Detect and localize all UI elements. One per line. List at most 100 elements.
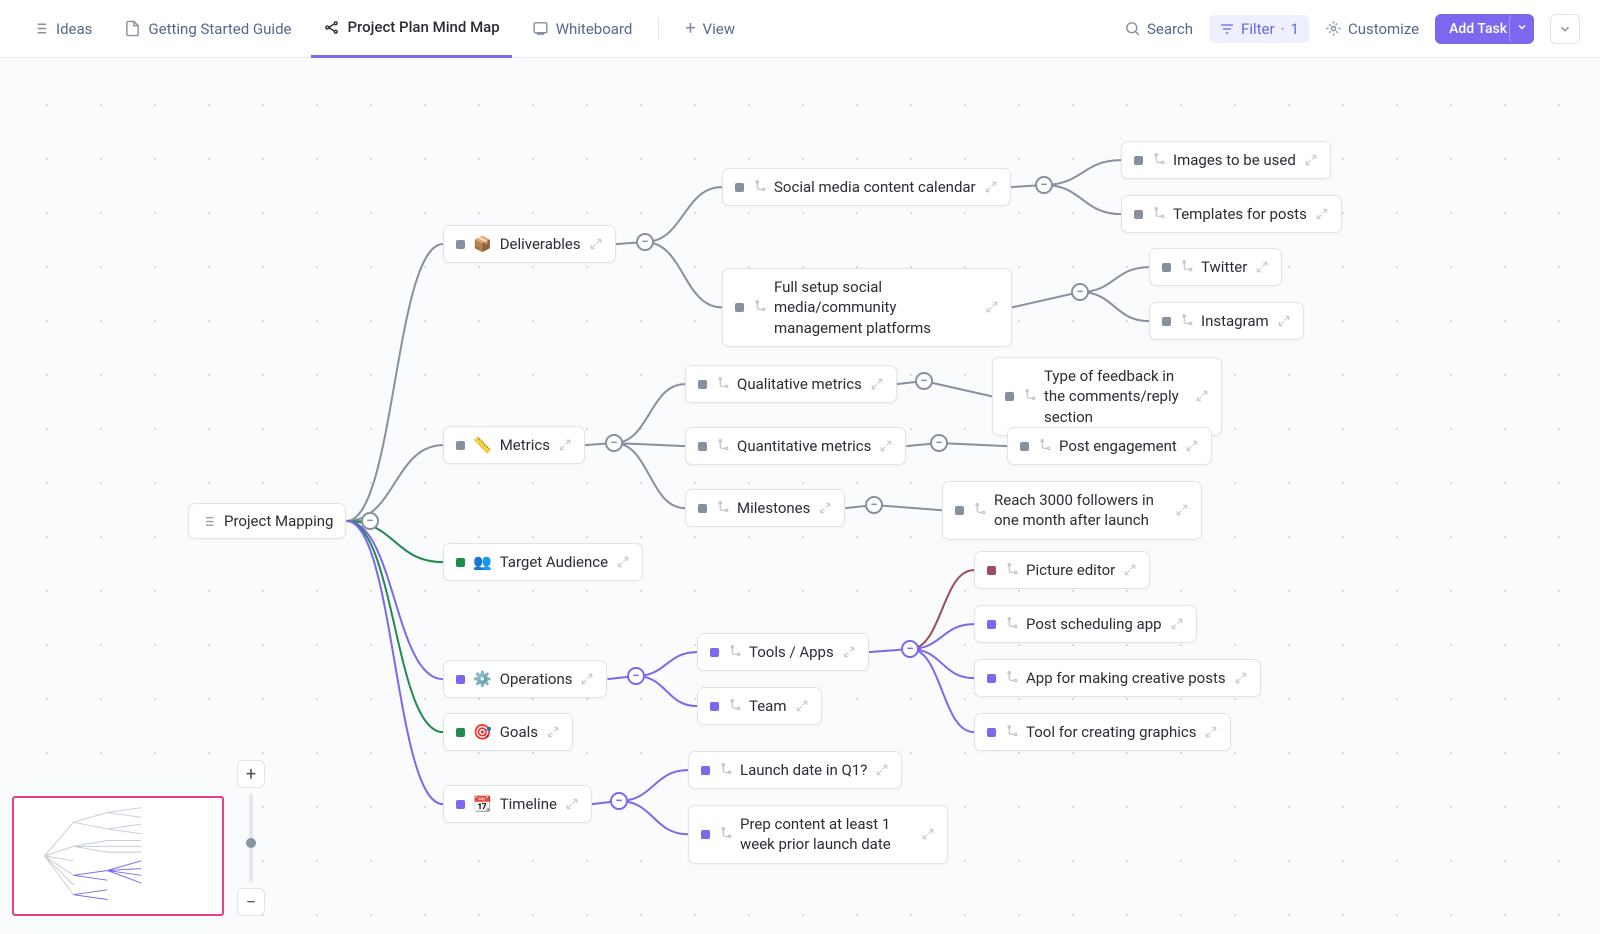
junction-collapse[interactable]: −	[361, 512, 379, 530]
expand-icon	[984, 180, 998, 194]
list-icon	[32, 20, 49, 37]
expand-icon	[546, 725, 560, 739]
mindmap-icon	[323, 19, 340, 36]
zoom-slider[interactable]	[249, 794, 253, 882]
minimap[interactable]	[12, 796, 224, 916]
status-square	[955, 506, 964, 515]
expand-icon	[616, 555, 630, 569]
zoom-thumb[interactable]	[246, 838, 256, 848]
subtask-icon	[1037, 439, 1051, 453]
status-square	[710, 702, 719, 711]
node-templates[interactable]: Templates for posts	[1121, 195, 1342, 233]
search-button[interactable]: Search	[1124, 20, 1193, 38]
node-miles[interactable]: Milestones	[685, 489, 845, 527]
node-ops[interactable]: ⚙️Operations	[443, 660, 607, 698]
expand-icon	[879, 439, 893, 453]
junction-collapse[interactable]: −	[605, 434, 623, 452]
node-full[interactable]: Full setup social media/community manage…	[722, 268, 1012, 347]
node-quant_child[interactable]: Post engagement	[1007, 427, 1212, 465]
subtask-icon	[1151, 207, 1165, 221]
node-creative[interactable]: App for making creative posts	[974, 659, 1261, 697]
node-social[interactable]: Social media content calendar	[722, 168, 1011, 206]
node-quant[interactable]: Quantitative metrics	[685, 427, 906, 465]
node-graphics[interactable]: Tool for creating graphics	[974, 713, 1231, 751]
subtask-icon	[727, 699, 741, 713]
junction-collapse[interactable]: −	[636, 233, 654, 251]
junction-collapse[interactable]: −	[610, 792, 628, 810]
junction-collapse[interactable]: −	[627, 667, 645, 685]
tab-whiteboard[interactable]: Whiteboard	[520, 0, 645, 58]
subtask-icon	[1179, 314, 1193, 328]
node-emoji: 👥	[473, 553, 492, 571]
node-root[interactable]: Project Mapping	[188, 503, 346, 539]
expand-icon	[795, 699, 809, 713]
mind-map-canvas[interactable]: Project Mapping 📦Deliverables Social media…	[0, 58, 1600, 934]
node-qual_child[interactable]: Type of feedback in the comments/reply s…	[992, 357, 1222, 436]
expand-icon	[589, 237, 603, 251]
status-square	[987, 566, 996, 575]
node-audience[interactable]: 👥Target Audience	[443, 543, 643, 581]
node-launch[interactable]: Launch date in Q1?	[688, 751, 902, 789]
node-twitter[interactable]: Twitter	[1149, 248, 1282, 286]
node-metrics[interactable]: 📏Metrics	[443, 426, 585, 464]
node-team[interactable]: Team	[697, 687, 822, 725]
node-sched[interactable]: Post scheduling app	[974, 605, 1197, 643]
node-label: Prep content at least 1 week prior launc…	[740, 814, 913, 855]
status-square	[987, 728, 996, 737]
zoom-controls: + −	[236, 760, 266, 916]
node-label: Social media content calendar	[774, 177, 976, 197]
status-square	[698, 442, 707, 451]
filter-icon	[1219, 21, 1235, 37]
expand-icon	[1195, 389, 1209, 403]
add-task-dropdown[interactable]	[1509, 14, 1534, 44]
node-label: Type of feedback in the comments/reply s…	[1044, 366, 1187, 427]
more-menu-button[interactable]	[1550, 14, 1580, 44]
node-label: Tools / Apps	[749, 642, 834, 662]
junction-collapse[interactable]: −	[930, 434, 948, 452]
node-miles_child[interactable]: Reach 3000 followers in one month after …	[942, 481, 1202, 540]
node-instagram[interactable]: Instagram	[1149, 302, 1304, 340]
node-tools[interactable]: Tools / Apps	[697, 633, 869, 671]
node-timeline[interactable]: 📆 Timeline	[443, 785, 592, 823]
customize-button[interactable]: Customize	[1325, 20, 1419, 38]
node-goals[interactable]: 🎯Goals	[443, 713, 573, 751]
add-view-button[interactable]: + View	[673, 0, 747, 58]
node-deliv[interactable]: 📦Deliverables	[443, 225, 616, 263]
node-label: Quantitative metrics	[737, 436, 871, 456]
status-square	[456, 558, 465, 567]
filter-label: Filter	[1241, 20, 1275, 38]
junction-collapse[interactable]: −	[865, 496, 883, 514]
junction-collapse[interactable]: −	[915, 372, 933, 390]
tab-ideas[interactable]: Ideas	[20, 0, 104, 58]
node-images[interactable]: Images to be used	[1121, 141, 1331, 179]
junction-collapse[interactable]: −	[901, 640, 919, 658]
node-label: Reach 3000 followers in one month after …	[994, 490, 1167, 531]
plus-icon: +	[685, 18, 695, 39]
tab-mind-map[interactable]: Project Plan Mind Map	[311, 0, 511, 58]
status-square	[1134, 210, 1143, 219]
expand-icon	[580, 672, 594, 686]
subtask-icon	[715, 501, 729, 515]
node-prep[interactable]: Prep content at least 1 week prior launc…	[688, 805, 948, 864]
node-emoji: 📆	[473, 795, 492, 813]
filter-button[interactable]: Filter · 1	[1209, 15, 1309, 43]
node-label: Timeline	[500, 794, 557, 814]
filter-count: 1	[1291, 20, 1299, 38]
zoom-in-button[interactable]: +	[237, 760, 265, 788]
node-label: Milestones	[737, 498, 810, 518]
divider	[658, 18, 659, 40]
expand-icon	[565, 797, 579, 811]
tab-getting-started[interactable]: Getting Started Guide	[112, 0, 303, 58]
status-square	[735, 303, 744, 312]
node-emoji: 🎯	[473, 723, 492, 741]
status-square	[456, 800, 465, 809]
expand-icon	[558, 438, 572, 452]
node-pic[interactable]: Picture editor	[974, 551, 1150, 589]
subtask-icon	[1004, 563, 1018, 577]
zoom-out-button[interactable]: −	[237, 888, 265, 916]
node-qual[interactable]: Qualitative metrics	[685, 365, 897, 403]
subtask-icon	[752, 300, 766, 314]
junction-collapse[interactable]: −	[1071, 283, 1089, 301]
junction-collapse[interactable]: −	[1035, 176, 1053, 194]
status-square	[710, 648, 719, 657]
